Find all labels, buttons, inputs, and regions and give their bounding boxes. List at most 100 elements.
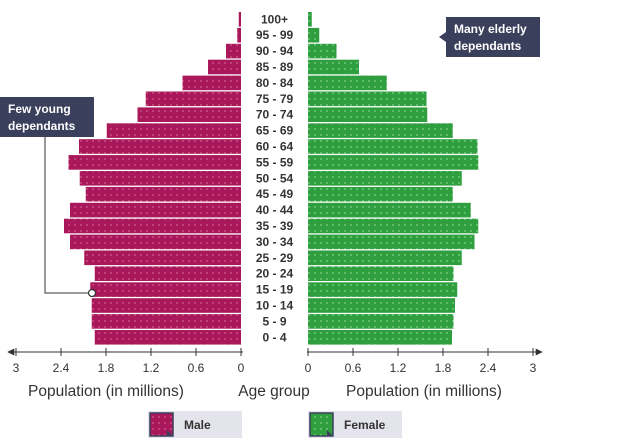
callout-many-elderly-pointer <box>439 32 446 42</box>
female-bar-75-79 <box>308 91 427 107</box>
legend: Male Female <box>148 411 402 438</box>
legend-female-swatch-corner <box>327 430 333 436</box>
female-bar-0-4 <box>308 330 452 345</box>
female-bar-5-9 <box>308 314 454 329</box>
callout-many-elderly: Many elderly dependants <box>439 17 540 57</box>
age-group-labels: 0 - 4 5 - 910 - 14 15 - 19 20 - 24 25 - 29 30… <box>256 12 294 344</box>
age-label: 100+ <box>261 12 288 26</box>
left-tick-label: 3 <box>13 361 20 375</box>
female-bar-60-64 <box>308 139 478 154</box>
female-bar-80-84 <box>308 75 387 91</box>
male-bar-20-24 <box>94 266 241 281</box>
male-bar-0-4 <box>94 330 241 345</box>
female-bar-25-29 <box>308 250 462 266</box>
female-bar-10-14 <box>308 298 455 313</box>
age-label: 65 - 69 <box>256 124 294 138</box>
male-bar-90-94 <box>226 43 241 59</box>
callout-few-young-line1: Few young <box>8 102 71 116</box>
right-tick-label: 0.6 <box>345 361 362 375</box>
callout-few-young-box <box>0 97 94 137</box>
female-bars <box>308 12 479 345</box>
age-label: 25 - 29 <box>256 251 294 265</box>
age-label: 50 - 54 <box>256 171 294 185</box>
callout-few-young-line2: dependants <box>8 119 76 133</box>
age-label: 5 - 9 <box>262 314 286 328</box>
female-bar-30-34 <box>308 234 475 250</box>
female-bar-95-99 <box>308 27 320 43</box>
female-bar-20-24 <box>308 266 454 281</box>
female-bar-50-54 <box>308 171 462 186</box>
center-axis-title: Age group <box>238 383 310 400</box>
male-bar-55-59 <box>68 155 241 170</box>
age-label: 70 - 74 <box>256 108 294 122</box>
male-bar-65-69 <box>106 123 241 138</box>
female-bar-15-19 <box>308 282 458 297</box>
female-bar-70-74 <box>308 107 428 122</box>
age-label: 20 - 24 <box>256 267 294 281</box>
right-tick-label: 3 <box>530 361 537 375</box>
age-label: 75 - 79 <box>256 92 294 106</box>
female-bar-100plus <box>308 12 312 27</box>
female-bar-35-39 <box>308 218 479 234</box>
female-bar-85-89 <box>308 59 359 75</box>
male-bars <box>64 12 241 345</box>
male-bar-70-74 <box>137 107 241 122</box>
age-label: 45 - 49 <box>256 187 294 201</box>
male-bar-80-84 <box>182 75 241 91</box>
age-label: 35 - 39 <box>256 219 294 233</box>
male-bar-45-49 <box>85 186 241 202</box>
right-tick-label: 0 <box>305 361 312 375</box>
callout-few-young-marker <box>87 288 97 298</box>
callout-many-elderly-line2: dependants <box>454 39 522 53</box>
callout-many-elderly-box <box>446 17 540 57</box>
age-label: 0 - 4 <box>262 330 286 344</box>
male-bar-30-34 <box>70 234 241 250</box>
female-bar-45-49 <box>308 186 453 202</box>
callout-few-young-leader <box>44 137 92 294</box>
right-tick-label: 1.2 <box>390 361 407 375</box>
age-label: 80 - 84 <box>256 76 294 90</box>
male-bar-5-9 <box>91 314 241 329</box>
male-bar-10-14 <box>91 298 241 313</box>
male-bar-15-19 <box>90 282 241 297</box>
male-bar-50-54 <box>79 171 241 186</box>
female-bar-65-69 <box>308 123 453 138</box>
left-tick-label: 1.8 <box>98 361 115 375</box>
age-label: 40 - 44 <box>256 203 294 217</box>
left-tick-label: 2.4 <box>53 361 70 375</box>
male-bar-85-89 <box>208 59 241 75</box>
male-bar-75-79 <box>145 91 241 107</box>
age-label: 60 - 64 <box>256 140 294 154</box>
right-tick-label: 2.4 <box>480 361 497 375</box>
age-label: 85 - 89 <box>256 60 294 74</box>
age-label: 15 - 19 <box>256 283 294 297</box>
age-label: 90 - 94 <box>256 44 294 58</box>
male-bar-25-29 <box>84 250 241 266</box>
right-tick-label: 1.8 <box>435 361 452 375</box>
female-bar-40-44 <box>308 202 471 218</box>
age-label: 55 - 59 <box>256 155 294 169</box>
age-label: 95 - 99 <box>256 28 294 42</box>
left-tick-label: 0.6 <box>188 361 205 375</box>
callout-few-young: Few young dependants <box>0 97 97 298</box>
age-label: 30 - 34 <box>256 235 294 249</box>
legend-male-label: Male <box>184 418 211 432</box>
right-axis-title: Population (in millions) <box>346 383 502 400</box>
callout-many-elderly-line1: Many elderly <box>454 22 527 36</box>
male-bar-95-99 <box>237 27 241 43</box>
female-bar-90-94 <box>308 43 337 59</box>
left-axis-title: Population (in millions) <box>28 383 184 400</box>
left-axis-ticks: 0 0.6 1.2 1.8 2.4 3 <box>13 348 245 375</box>
left-tick-label: 0 <box>238 361 245 375</box>
male-bar-40-44 <box>70 202 241 218</box>
legend-male-swatch <box>149 412 174 437</box>
right-axis-ticks: 0 0.6 1.2 1.8 2.4 3 <box>305 348 537 375</box>
legend-female-label: Female <box>344 418 386 432</box>
legend-male-swatch-corner <box>167 430 173 436</box>
female-bar-55-59 <box>308 155 479 170</box>
male-bar-100plus <box>238 12 241 27</box>
age-label: 10 - 14 <box>256 299 294 313</box>
male-bar-35-39 <box>64 218 241 234</box>
male-bar-60-64 <box>79 139 241 154</box>
